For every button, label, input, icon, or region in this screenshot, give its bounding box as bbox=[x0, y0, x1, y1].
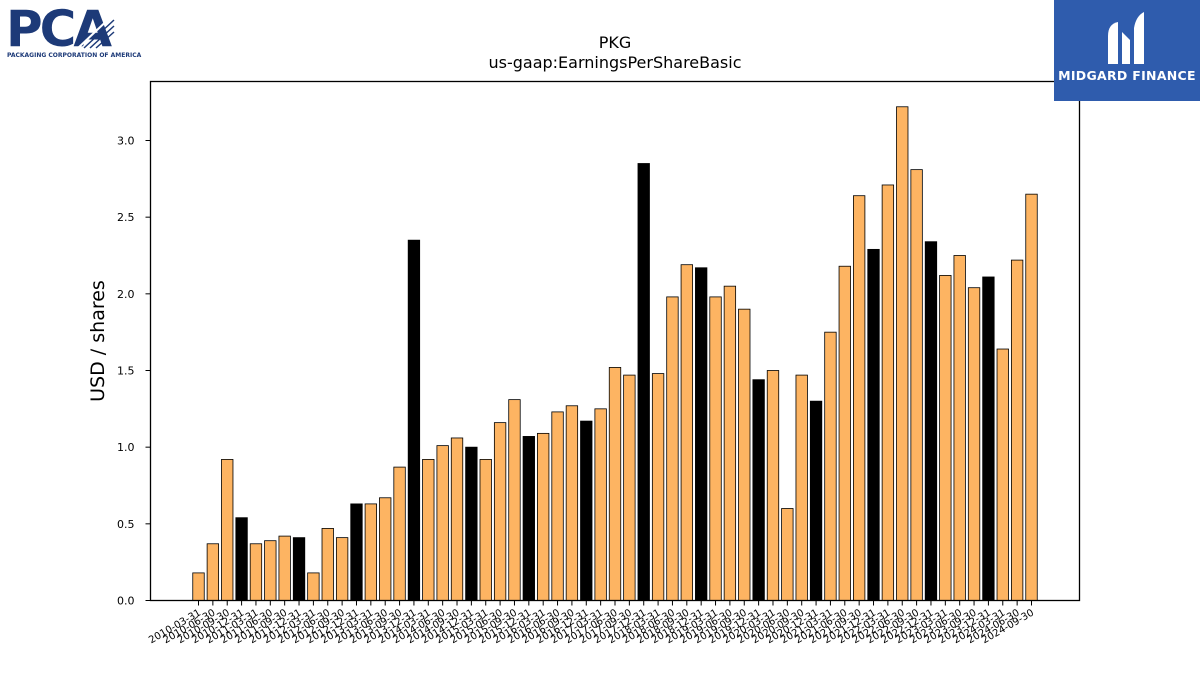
bar-2015-09-30 bbox=[508, 399, 521, 601]
pca-swoosh-icon bbox=[77, 13, 115, 49]
bar-2022-09-30 bbox=[910, 169, 923, 601]
bar-group bbox=[192, 106, 1038, 601]
bar-2019-06-30 bbox=[723, 285, 737, 601]
bar-2013-03-31 bbox=[364, 503, 377, 601]
bar-2021-12-31 bbox=[867, 248, 880, 601]
bar-2020-03-31 bbox=[766, 370, 780, 601]
bar-2017-09-30 bbox=[623, 374, 636, 601]
bar-2010-12-31 bbox=[235, 517, 248, 601]
bar-2011-09-30 bbox=[278, 535, 291, 601]
bar-2019-12-31 bbox=[752, 379, 765, 601]
bar-2023-06-30 bbox=[953, 255, 966, 601]
y-tick-label: 1.5 bbox=[117, 365, 135, 378]
bar-2017-03-31 bbox=[594, 408, 607, 601]
bar-2016-09-30 bbox=[565, 405, 579, 601]
bar-2016-12-31 bbox=[580, 420, 593, 601]
y-tick-label: 0.5 bbox=[117, 518, 135, 531]
bar-2019-03-31 bbox=[709, 296, 722, 601]
bar-2013-09-30 bbox=[393, 466, 406, 601]
bar-2014-12-31 bbox=[465, 446, 478, 601]
bar-2023-12-31 bbox=[982, 276, 995, 601]
bar-2010-06-30 bbox=[206, 543, 220, 601]
pca-logo-subtitle: PACKAGING CORPORATION OF AMERICA bbox=[7, 52, 142, 59]
y-axis-ticks: 0.0 0.5 1.0 1.5 2.0 2.5 3.0 bbox=[117, 135, 151, 608]
bar-2015-06-30 bbox=[493, 422, 507, 601]
bar-2013-12-31 bbox=[407, 239, 421, 601]
bar-2018-09-30 bbox=[680, 264, 693, 601]
bar-2019-09-30 bbox=[738, 308, 751, 601]
y-tick-label: 2.0 bbox=[117, 288, 135, 301]
bar-2020-06-30 bbox=[781, 508, 794, 601]
bar-2023-09-30 bbox=[967, 287, 981, 601]
bar-2015-12-31 bbox=[522, 436, 535, 601]
bar-2012-09-30 bbox=[335, 537, 349, 601]
bar-2011-12-31 bbox=[292, 537, 306, 601]
chart-title: PKG bbox=[599, 33, 632, 52]
bar-2018-12-31 bbox=[695, 267, 708, 601]
bar-2016-03-31 bbox=[537, 432, 550, 601]
bar-2024-06-30 bbox=[1010, 259, 1024, 601]
y-axis-label: USD / shares bbox=[87, 280, 109, 402]
bar-2022-12-31 bbox=[924, 241, 938, 601]
bar-2023-03-31 bbox=[939, 275, 952, 601]
bar-2011-03-31 bbox=[249, 543, 263, 601]
midgard-logo: MIDGARD FINANCE bbox=[1054, 0, 1200, 101]
bar-2010-03-31 bbox=[192, 572, 205, 601]
bar-2017-12-31 bbox=[637, 163, 650, 601]
y-tick-label: 1.0 bbox=[117, 441, 135, 454]
bar-2012-12-31 bbox=[350, 503, 363, 601]
x-axis-ticks: 2010-03-312010-06-302010-09-302010-12-31… bbox=[147, 600, 1036, 646]
bar-2015-03-31 bbox=[479, 459, 492, 601]
bar-2012-03-31 bbox=[307, 572, 320, 601]
chart-subtitle: us-gaap:EarningsPerShareBasic bbox=[488, 53, 741, 72]
bar-2016-06-30 bbox=[551, 411, 564, 601]
pca-logo: PCA PACKAGING CORPORATION OF AMERICA bbox=[6, 0, 141, 64]
bar-2014-03-31 bbox=[422, 459, 435, 601]
midgard-logo-text: MIDGARD FINANCE bbox=[1058, 68, 1196, 83]
bar-2012-06-30 bbox=[321, 528, 334, 601]
y-tick-label: 0.0 bbox=[117, 595, 135, 608]
bar-2011-06-30 bbox=[264, 540, 277, 601]
bar-2022-06-30 bbox=[896, 106, 909, 601]
pca-logo-text: PCA bbox=[6, 0, 112, 58]
midgard-mark-icon bbox=[1108, 12, 1144, 64]
bar-2024-03-31 bbox=[996, 348, 1009, 601]
bar-2014-06-30 bbox=[436, 445, 449, 601]
bar-2013-06-30 bbox=[379, 497, 392, 601]
bar-2021-03-31 bbox=[824, 331, 837, 601]
y-tick-label: 2.5 bbox=[117, 211, 135, 224]
bar-2021-06-30 bbox=[838, 265, 851, 601]
bar-2018-03-31 bbox=[651, 373, 665, 601]
bar-2020-09-30 bbox=[795, 374, 808, 601]
plot-frame bbox=[149, 80, 1081, 602]
bar-2014-09-30 bbox=[450, 437, 464, 601]
bar-2010-09-30 bbox=[221, 459, 234, 601]
bar-2020-12-31 bbox=[809, 400, 823, 601]
y-tick-label: 3.0 bbox=[117, 135, 135, 148]
bar-2018-06-30 bbox=[666, 296, 679, 601]
bar-2022-03-31 bbox=[881, 184, 895, 601]
bar-2017-06-30 bbox=[608, 367, 622, 601]
bar-2021-09-30 bbox=[853, 195, 866, 601]
bar-2024-09-30 bbox=[1025, 193, 1038, 601]
